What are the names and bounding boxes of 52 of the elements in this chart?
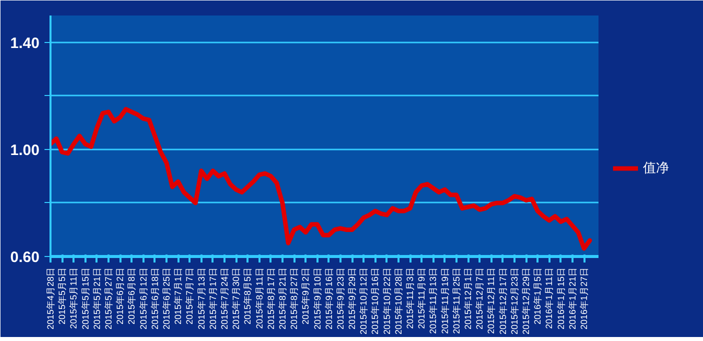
- x-tick-label: 2015年7月7日: [184, 267, 195, 325]
- x-tick-label: 2015年7月30日: [231, 267, 242, 330]
- x-tick-label: 2015年10月28日: [393, 267, 404, 335]
- x-tick-label: 2015年12月23日: [509, 267, 520, 335]
- x-tick-label: 2015年10月16日: [370, 267, 380, 335]
- x-tick-label: 2016年1月21日: [567, 267, 578, 330]
- x-tick-label: 2015年10月22日: [382, 267, 392, 335]
- y-tick-label: 1.00: [10, 142, 40, 159]
- x-tick-label: 2015年12月29日: [521, 267, 532, 335]
- x-tick-label: 2016年1月5日: [532, 267, 543, 325]
- x-tick-label: 2015年7月1日: [173, 267, 184, 325]
- x-tick-label: 2015年9月16日: [324, 267, 334, 330]
- x-tick-label: 2015年11月19日: [440, 268, 450, 334]
- x-tick-label: 2015年12月11日: [486, 268, 496, 334]
- x-tick-label: 2016年1月11日: [544, 267, 554, 329]
- x-tick-label: 2015年9月29日: [347, 267, 358, 330]
- x-tick-label: 2015年8月17日: [266, 267, 276, 330]
- x-tick-label: 2015年7月13日: [196, 267, 206, 330]
- x-tick-label: 2015年6月25日: [161, 267, 172, 330]
- x-tick-label: 2015年7月17日: [208, 267, 218, 330]
- line-series: [50, 106, 592, 251]
- x-tick-label: 2015年11月9日: [416, 267, 427, 329]
- x-tick-label: 2015年9月2日: [300, 267, 311, 325]
- x-tick-label: 2015年6月12日: [138, 267, 148, 330]
- x-tick-label: 2015年10月12日: [358, 267, 369, 335]
- x-tick-label: 2015年8月5日: [242, 267, 253, 325]
- x-tick-label: 2015年5月11日: [68, 267, 79, 329]
- x-tick-label: 2015年5月5日: [57, 267, 68, 325]
- y-tick-label: 0.60: [10, 249, 40, 266]
- x-tick-label: 2015年5月21日: [92, 267, 102, 330]
- x-tick-label: 2015年8月21日: [277, 267, 288, 330]
- x-tick-label: 2016年1月15日: [556, 267, 566, 330]
- x-tick-label: 2015年11月25日: [451, 268, 462, 334]
- x-tick-label: 2015年5月27日: [103, 267, 114, 330]
- x-tick-label: 2015年8月11日: [254, 267, 264, 329]
- y-tick-label: 1.40: [10, 34, 40, 52]
- x-tick-label: 2015年6月2日: [115, 267, 126, 325]
- x-tick-label: 2015年11月13日: [428, 268, 438, 334]
- x-tick-label: 2015年7月24日: [219, 267, 230, 330]
- x-tick-label: 2015年8月27日: [289, 267, 300, 330]
- legend-label: 值净: [643, 160, 669, 177]
- x-tick-label: 2016年1月27日: [579, 267, 590, 330]
- x-tick-label: 2015年6月8日: [126, 267, 137, 325]
- x-tick-label: 2015年9月23日: [335, 267, 346, 330]
- x-tick-label: 2015年4月28日: [46, 267, 56, 330]
- x-tick-label: 2015年12月7日: [474, 267, 485, 330]
- x-tick-label: 2015年5月15日: [80, 267, 90, 330]
- x-tick-label: 2015年12月17日: [498, 267, 508, 335]
- x-tick-label: 2015年9月10日: [312, 267, 322, 330]
- x-tick-label: 2015年12月1日: [463, 267, 474, 330]
- x-tick-label: 2015年11月3日: [405, 267, 416, 329]
- x-tick-label: 2015年6月18日: [150, 267, 160, 330]
